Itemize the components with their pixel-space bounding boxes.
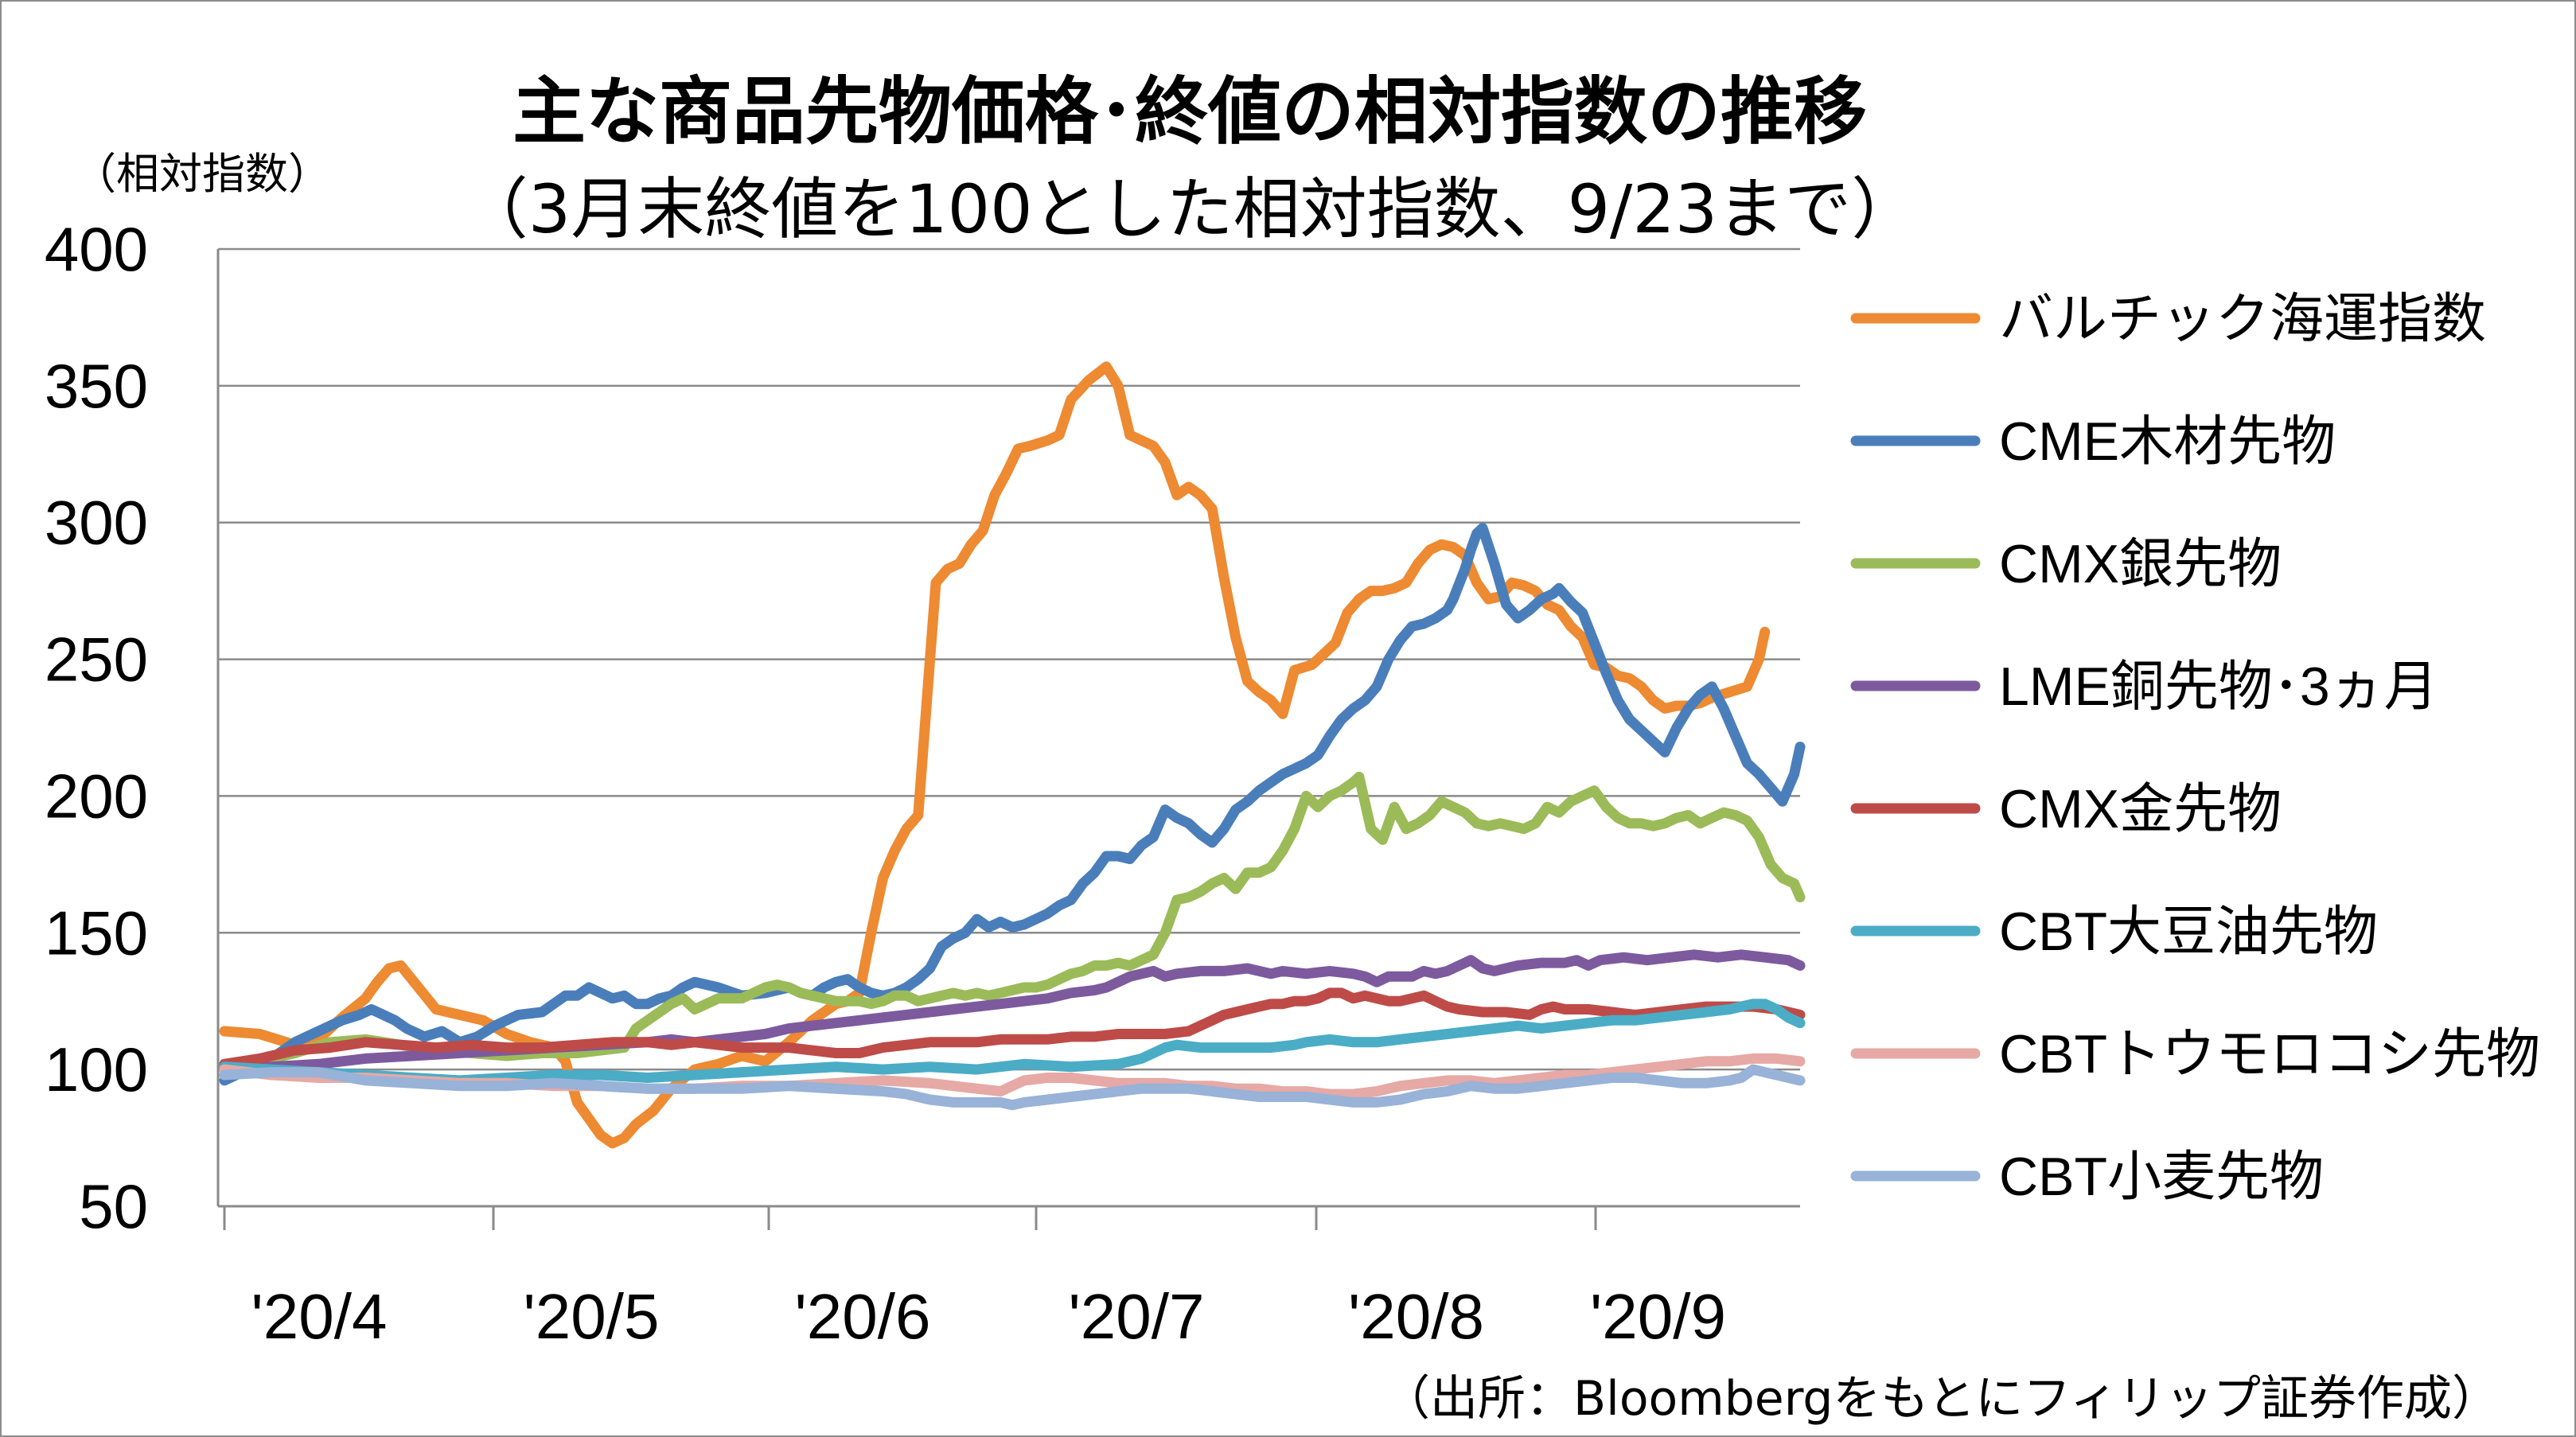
legend-label: CBTトウモロコシ先物 bbox=[1999, 1024, 2540, 1085]
x-tick-label: '20/5 bbox=[524, 1281, 660, 1352]
legend-label: CBT大豆油先物 bbox=[1999, 902, 2378, 962]
series-line-0 bbox=[219, 361, 1771, 1149]
x-tick-label: '20/6 bbox=[795, 1281, 931, 1352]
legend: バルチック海運指数 CME木材先物 CMX銀先物 LME銅先物･3ヵ月 CMX金先物 CB… bbox=[1850, 289, 2540, 1207]
chart-title: 主な商品先物価格･終値の相対指数の推移 bbox=[512, 69, 1867, 154]
source-note: （出所：Bloombergをもとにフィリップ証券作成） bbox=[1382, 1371, 2500, 1427]
y-tick-label: 150 bbox=[45, 898, 148, 968]
series-line-4 bbox=[219, 987, 1806, 1069]
y-tick-label: 50 bbox=[79, 1171, 148, 1241]
y-tick-label: 300 bbox=[45, 488, 148, 558]
legend-label: CMX銀先物 bbox=[1999, 534, 2282, 594]
series-line-5 bbox=[219, 999, 1806, 1086]
legend-label: LME銅先物･3ヵ月 bbox=[1999, 656, 2438, 717]
series-line-2 bbox=[219, 771, 1806, 1069]
y-tick-label: 350 bbox=[45, 351, 148, 421]
x-tick-label: '20/8 bbox=[1348, 1281, 1484, 1352]
y-axis-label: （相対指数） bbox=[73, 149, 331, 199]
series-line-1 bbox=[219, 523, 1806, 1086]
chart-subtitle: （3月末終値を100とした相対指数、9/23まで） bbox=[461, 170, 1919, 248]
series-lines bbox=[219, 361, 1806, 1149]
legend-label: バルチック海運指数 bbox=[1999, 289, 2486, 349]
x-tick-label: '20/7 bbox=[1069, 1281, 1205, 1352]
x-tick-label: '20/9 bbox=[1590, 1281, 1726, 1352]
x-axis: '20/4 '20/5 '20/6 '20/7 '20/8 '20/9 bbox=[218, 1205, 1800, 1352]
x-tick-label: '20/4 bbox=[251, 1281, 388, 1352]
y-tick-label: 250 bbox=[45, 625, 148, 695]
y-tick-label: 400 bbox=[45, 214, 148, 284]
y-tick-label: 100 bbox=[45, 1034, 148, 1104]
y-tick-label: 200 bbox=[45, 761, 148, 831]
y-axis: 50 100 150 200 250 300 350 400 bbox=[45, 214, 220, 1241]
series-line-7 bbox=[219, 1064, 1806, 1111]
legend-label: CBT小麦先物 bbox=[1999, 1147, 2324, 1207]
legend-label: CMX金先物 bbox=[1999, 779, 2282, 839]
legend-label: CME木材先物 bbox=[1999, 411, 2336, 472]
gridlines bbox=[218, 247, 1800, 1071]
